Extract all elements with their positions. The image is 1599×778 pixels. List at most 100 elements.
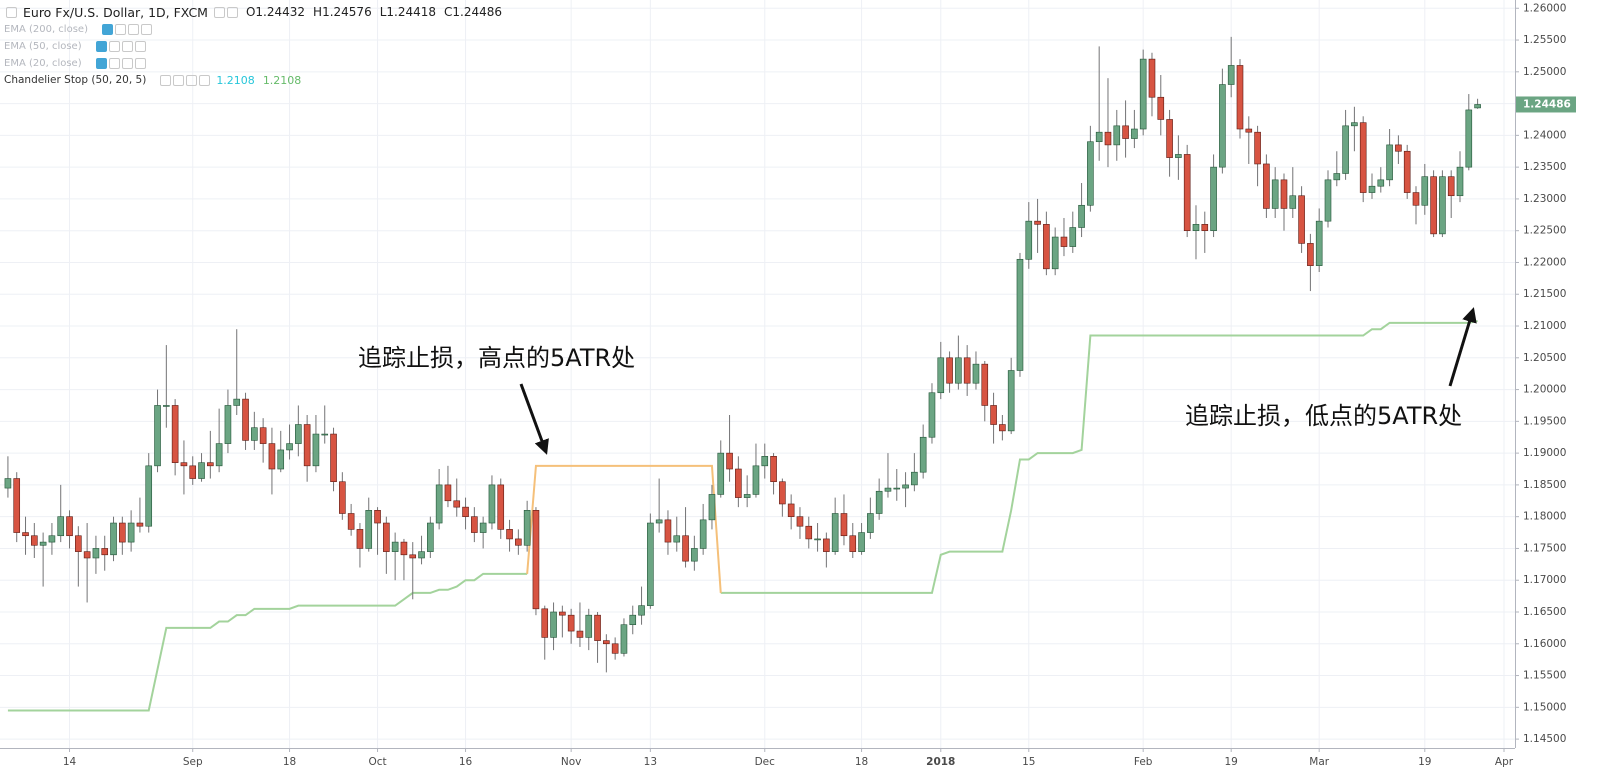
add-icon[interactable]	[127, 24, 139, 35]
candle-body	[655, 519, 663, 524]
candle-body	[391, 541, 399, 552]
menu-icon[interactable]	[6, 7, 17, 18]
candle-body	[594, 614, 601, 641]
candle-body	[761, 455, 769, 467]
x-tick-label: Sep	[183, 756, 203, 768]
add-icon[interactable]	[121, 58, 133, 69]
candle-body	[136, 522, 144, 527]
candle-body	[1324, 179, 1332, 222]
x-tick-label: 16	[459, 756, 473, 768]
ohlc-key: H	[313, 5, 323, 19]
legend: Euro Fx/U.S. Dollar, 1D, FXCM O1.24432 H…	[4, 4, 502, 89]
eye-icon[interactable]	[95, 58, 107, 69]
candle-body	[1025, 220, 1033, 260]
candle-body	[928, 392, 936, 438]
grid	[0, 0, 1515, 748]
candle-body	[418, 551, 425, 559]
annotation-arrow	[1448, 307, 1477, 387]
candle-body	[717, 452, 725, 495]
eye-icon[interactable]	[95, 41, 107, 52]
remove-icon[interactable]	[199, 75, 211, 86]
settings-icon[interactable]	[114, 24, 126, 35]
ohlc-value: 1.24576	[322, 5, 372, 19]
candle-body	[444, 484, 452, 502]
candle-body	[893, 487, 901, 490]
ohlc-value: 1.24418	[386, 5, 437, 19]
candle-body	[664, 519, 672, 543]
candle-body	[224, 405, 232, 444]
y-tick-label: 1.18500	[1523, 479, 1566, 491]
candle-body	[831, 513, 839, 552]
candle-body	[330, 433, 337, 483]
candle-body	[946, 357, 953, 384]
candle-body	[840, 513, 848, 537]
add-icon[interactable]	[121, 41, 133, 52]
candle-body	[4, 478, 12, 489]
candle-body	[990, 405, 997, 425]
candle-body	[22, 532, 29, 537]
candle-body	[611, 643, 619, 654]
candle-body	[1359, 122, 1367, 193]
candle-body	[1148, 58, 1156, 98]
remove-icon[interactable]	[134, 58, 146, 69]
candle-body	[1307, 243, 1314, 266]
candle-body	[858, 532, 865, 552]
indicator-row: EMA (200, close)	[4, 21, 502, 38]
hide-icon[interactable]	[226, 7, 238, 18]
candle-body	[1430, 176, 1437, 235]
add-icon[interactable]	[186, 75, 198, 86]
candle-body	[849, 535, 857, 552]
x-tick-label: 15	[1022, 756, 1035, 768]
eye-icon[interactable]	[101, 24, 113, 35]
candle-body	[585, 614, 593, 638]
candle-body	[242, 398, 249, 441]
y-tick-label: 1.19500	[1523, 415, 1566, 427]
settings-icon[interactable]	[173, 75, 185, 86]
indicator-label[interactable]: EMA (200, close)	[4, 24, 88, 35]
candle-body	[471, 516, 478, 533]
candle-body	[268, 443, 276, 470]
settings-icon[interactable]	[108, 58, 120, 69]
candle-body	[171, 405, 179, 463]
x-tick-label: Mar	[1309, 756, 1329, 768]
candle-body	[1113, 125, 1121, 146]
indicator-label[interactable]: EMA (20, close)	[4, 58, 82, 69]
candle-body	[682, 535, 689, 562]
stop-line	[7, 319, 1478, 712]
candle-body	[603, 640, 610, 645]
settings-icon[interactable]	[108, 41, 120, 52]
candle-body	[1139, 58, 1147, 130]
candle-body	[699, 519, 707, 549]
y-tick-label: 1.24000	[1523, 129, 1566, 141]
y-tick-label: 1.19000	[1523, 447, 1566, 459]
y-tick-label: 1.17500	[1523, 542, 1566, 554]
last-price-label: 1.24486	[1523, 98, 1571, 110]
candle-body	[1421, 176, 1429, 206]
annotation-arrow	[519, 383, 549, 455]
remove-icon[interactable]	[134, 41, 146, 52]
indicator-row: Chandelier Stop (50, 20, 5) 1.2108 1.2108	[4, 72, 502, 89]
candle-body	[708, 494, 716, 521]
candle-body	[1447, 176, 1455, 197]
candle-body	[805, 525, 813, 540]
candle-body	[189, 465, 197, 479]
candle-body	[1201, 224, 1209, 231]
candle-body	[884, 487, 892, 492]
candle-body	[1007, 370, 1015, 432]
y-tick-label: 1.15500	[1523, 670, 1566, 682]
candle-body	[145, 465, 153, 527]
y-tick-label: 1.16500	[1523, 606, 1566, 618]
settings-icon[interactable]	[213, 7, 225, 18]
eye-icon[interactable]	[160, 75, 172, 86]
indicator-label[interactable]: Chandelier Stop (50, 20, 5)	[4, 74, 147, 86]
ohlc-key: L	[379, 5, 387, 19]
candle-body	[541, 608, 549, 638]
indicator-label[interactable]: EMA (50, close)	[4, 41, 82, 52]
candle-body	[1034, 220, 1041, 225]
candle-body	[1412, 192, 1420, 206]
y-tick-label: 1.21500	[1523, 288, 1566, 300]
y-tick-label: 1.15000	[1523, 701, 1566, 713]
remove-icon[interactable]	[140, 24, 152, 35]
ohlc-key: C	[444, 5, 453, 19]
candle-body	[1060, 236, 1068, 247]
